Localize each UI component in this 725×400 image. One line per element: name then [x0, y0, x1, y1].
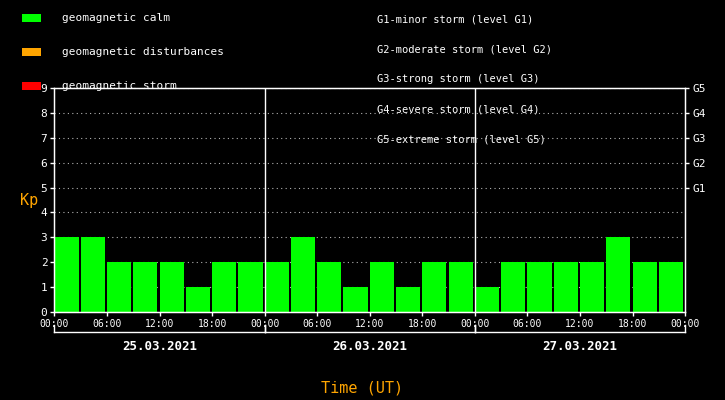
Bar [475, 287, 499, 312]
Bar [606, 237, 631, 312]
Text: G1-minor storm (level G1): G1-minor storm (level G1) [377, 14, 534, 24]
Bar [54, 237, 78, 312]
Bar [291, 237, 315, 312]
Bar [212, 262, 236, 312]
Bar [186, 287, 210, 312]
Text: Time (UT): Time (UT) [321, 380, 404, 396]
Text: geomagnetic calm: geomagnetic calm [62, 13, 170, 23]
Text: G5-extreme storm (level G5): G5-extreme storm (level G5) [377, 134, 546, 144]
Bar [396, 287, 420, 312]
Text: geomagnetic disturbances: geomagnetic disturbances [62, 47, 223, 57]
Y-axis label: Kp: Kp [20, 192, 38, 208]
Bar [317, 262, 341, 312]
Text: G2-moderate storm (level G2): G2-moderate storm (level G2) [377, 44, 552, 54]
Bar [501, 262, 526, 312]
Bar [265, 262, 289, 312]
Bar [133, 262, 157, 312]
Bar [527, 262, 552, 312]
Text: G4-severe storm (level G4): G4-severe storm (level G4) [377, 104, 539, 114]
Bar [107, 262, 131, 312]
Text: geomagnetic storm: geomagnetic storm [62, 81, 176, 91]
Bar [344, 287, 368, 312]
Text: 26.03.2021: 26.03.2021 [332, 340, 407, 352]
Bar [659, 262, 683, 312]
Bar [554, 262, 578, 312]
Text: 27.03.2021: 27.03.2021 [542, 340, 618, 352]
Bar [422, 262, 447, 312]
Bar [80, 237, 105, 312]
Bar [449, 262, 473, 312]
Text: 25.03.2021: 25.03.2021 [122, 340, 197, 352]
Text: G3-strong storm (level G3): G3-strong storm (level G3) [377, 74, 539, 84]
Bar [370, 262, 394, 312]
Bar [239, 262, 262, 312]
Bar [632, 262, 657, 312]
Bar [580, 262, 604, 312]
Bar [160, 262, 183, 312]
